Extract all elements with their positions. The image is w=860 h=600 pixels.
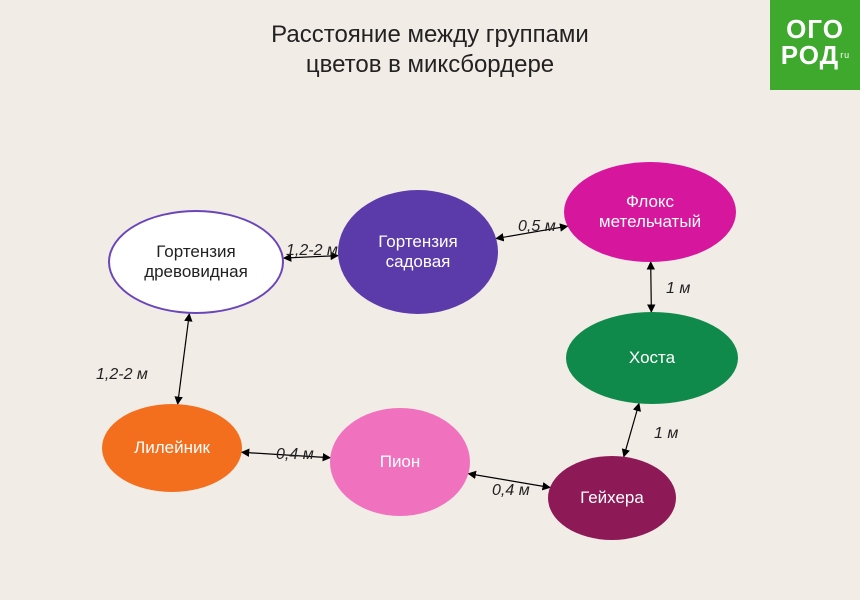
node-gort_drev: Гортензиядревовидная <box>108 210 284 314</box>
title-line-2: цветов в миксбордере <box>306 51 554 78</box>
edge-hosta-geykhera <box>624 403 639 456</box>
edge-label-gort_drev-lilenik: 1,2-2 м <box>96 366 148 384</box>
edge-phlox-hosta <box>651 262 652 312</box>
node-pion: Пион <box>330 408 470 516</box>
diagram-canvas: Расстояние между группами цветов в миксб… <box>0 0 860 600</box>
edge-label-phlox-hosta: 1 м <box>666 280 690 298</box>
node-geykhera: Гейхера <box>548 456 676 540</box>
edge-label-lilenik-pion: 0,4 м <box>276 446 314 464</box>
node-lilenik: Лилейник <box>102 404 242 492</box>
edge-label-hosta-geykhera: 1 м <box>654 425 678 443</box>
logo-badge: ОГО РОДru <box>770 0 860 90</box>
edge-label-gort_drev-gort_sad: 1,2-2 м <box>286 242 338 260</box>
title-line-1: Расстояние между группами <box>271 21 589 48</box>
node-hosta: Хоста <box>566 312 738 404</box>
page-title: Расстояние между группами цветов в миксб… <box>0 20 860 80</box>
logo-line-2: РОДru <box>781 42 849 74</box>
node-gort_sad: Гортензиясадовая <box>338 190 498 314</box>
edge-gort_drev-lilenik <box>178 314 190 404</box>
node-phlox: Флоксметельчатый <box>564 162 736 262</box>
edge-label-gort_sad-phlox: 0,5 м <box>518 218 556 236</box>
edge-label-pion-geykhera: 0,4 м <box>492 482 530 500</box>
logo-line-1: ОГО <box>786 16 844 42</box>
